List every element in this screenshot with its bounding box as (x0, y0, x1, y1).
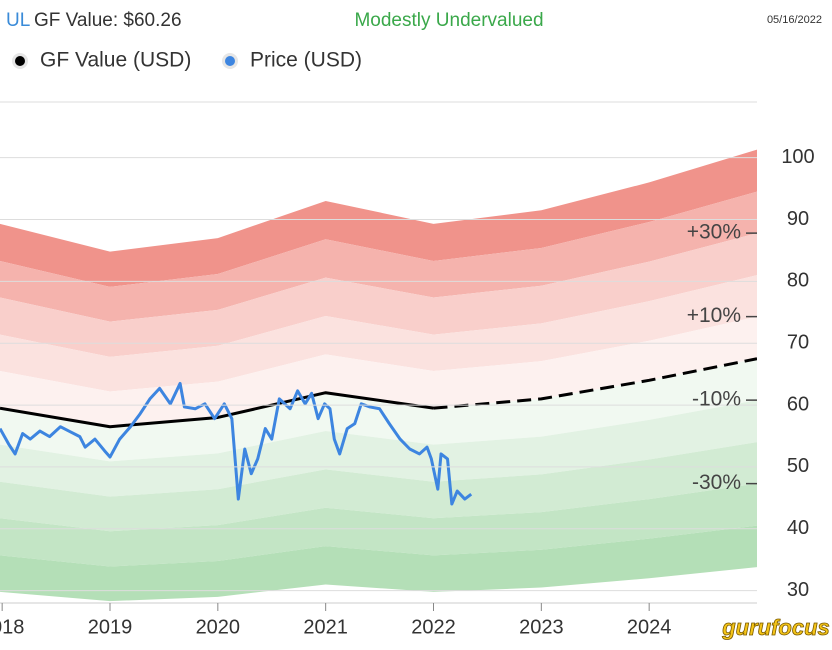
legend-marker (15, 56, 25, 66)
y-tick-label: 30 (787, 579, 809, 601)
band-label: -10% (692, 388, 741, 411)
x-tick-label: 2023 (519, 616, 564, 638)
logo-text: gurufocus (721, 615, 830, 640)
series-line (0, 391, 434, 429)
x-tick-label: 2024 (627, 616, 672, 638)
value-band (0, 525, 757, 602)
value-band (0, 400, 757, 497)
bands (0, 149, 757, 602)
value-band (0, 442, 757, 532)
value-band (0, 149, 757, 287)
value-band (0, 233, 757, 357)
value-band (0, 316, 757, 427)
series-line (0, 381, 473, 506)
x-tick-label: 2020 (196, 616, 241, 638)
band-label: +10% (687, 304, 741, 327)
y-tick-label: 60 (787, 393, 809, 415)
logo: gurufocus (721, 614, 830, 640)
band-label: +30% (687, 221, 741, 244)
band-label: -30% (692, 471, 741, 494)
value-band (0, 483, 757, 567)
legend-label: GF Value (USD) (40, 49, 191, 72)
series-line (433, 357, 757, 410)
legend-marker (225, 56, 235, 66)
ticker: UL (6, 10, 30, 31)
x-tick-label: 2021 (303, 616, 348, 638)
y-tick-label: 70 (787, 332, 809, 354)
x-tick-label: 2019 (88, 616, 133, 638)
legend-label: Price (USD) (250, 49, 362, 72)
value-band (0, 275, 757, 392)
y-tick-label: 100 (781, 146, 814, 168)
y-tick-label: 80 (787, 270, 809, 292)
x-tick-label: 2018 (0, 616, 24, 638)
chart-title: GF Value: $60.26 (34, 10, 182, 31)
date: 05/16/2022 (767, 14, 822, 26)
valuation: Modestly Undervalued (354, 10, 543, 31)
y-tick-label: 50 (787, 455, 809, 477)
x-tick-label: 2022 (411, 616, 456, 638)
y-tick-label: 90 (787, 208, 809, 230)
lines (0, 357, 757, 506)
value-band (0, 191, 757, 322)
y-tick-label: 40 (787, 517, 809, 539)
